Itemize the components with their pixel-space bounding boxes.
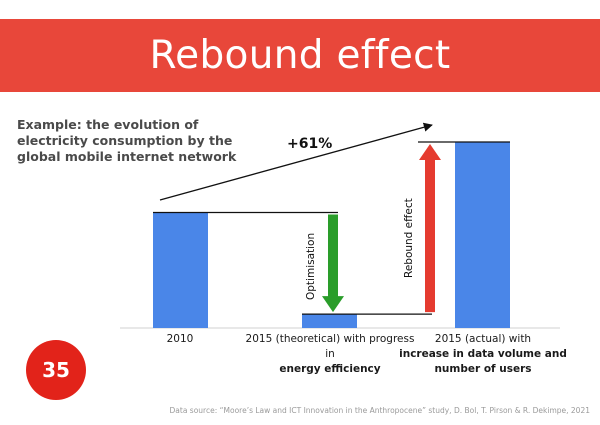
category-label-2015-theoretical: 2015 (theoretical) with progress in energ… (245, 332, 415, 377)
category-label-text: 2015 (theoretical) with progress in (245, 333, 415, 360)
rebound-effect-label: Rebound effect (403, 198, 415, 278)
bar-2015-actual (455, 142, 510, 328)
title-banner: Rebound effect (0, 19, 600, 92)
category-label-text: 2010 (166, 333, 194, 345)
slide-number-badge: 35 (26, 340, 86, 400)
bar-2010 (153, 212, 208, 328)
rebound-arrow (419, 144, 441, 313)
growth-trend-arrow (159, 122, 433, 201)
growth-label: +61% (287, 136, 332, 152)
category-label-text: 2015 (actual) with (434, 333, 532, 345)
category-label-emphasis: energy efficiency (279, 363, 381, 375)
optimisation-arrow (322, 214, 344, 313)
category-label-2010: 2010 (95, 332, 265, 347)
slide-subtitle: Example: the evolution of electricity co… (17, 117, 237, 164)
bar-2015-theoretical (302, 314, 357, 328)
optimisation-label: Optimisation (305, 233, 317, 300)
slide-title: Rebound effect (149, 33, 451, 78)
category-label-2015-actual: 2015 (actual) with increase in data volum… (398, 332, 568, 377)
category-label-emphasis: increase in data volume and number of us… (399, 348, 567, 375)
data-source-note: Data source: “Moore’s Law and ICT Innova… (169, 406, 590, 415)
